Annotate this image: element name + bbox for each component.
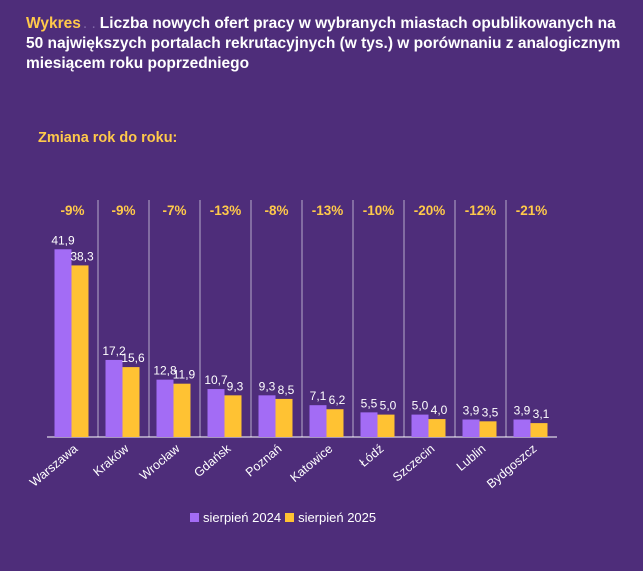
data-label-2025-5: 6,2 — [329, 393, 346, 407]
data-label-2024-3: 10,7 — [204, 373, 228, 387]
bar-2025-6 — [377, 414, 395, 437]
bar-2024-7 — [411, 414, 429, 437]
x-tick-label-4: Poznań — [243, 442, 285, 480]
legend-label-2024: sierpień 2024 — [203, 510, 282, 525]
legend-swatch-2025 — [285, 513, 295, 522]
data-label-2024-5: 7,1 — [310, 389, 327, 403]
legend-item-2024: sierpień 2024 — [190, 510, 281, 525]
bar-2025-0 — [71, 265, 89, 437]
data-label-2025-4: 8,5 — [278, 383, 295, 397]
yoy-change-0: -9% — [60, 203, 84, 218]
data-label-2024-6: 5,5 — [361, 396, 378, 410]
yoy-change-9: -21% — [516, 203, 548, 218]
x-tick-label-9: Bydgoszcz — [484, 442, 539, 492]
bar-2025-4 — [275, 398, 293, 437]
data-label-2024-1: 17,2 — [102, 344, 126, 358]
data-label-2025-7: 4,0 — [431, 403, 448, 417]
bar-2025-7 — [428, 419, 446, 437]
yoy-change-1: -9% — [111, 203, 135, 218]
x-tick-label-2: Wrocław — [137, 441, 183, 483]
legend-swatch-2024 — [190, 513, 199, 522]
bar-2024-4 — [258, 395, 276, 437]
bar-2024-9 — [513, 419, 531, 437]
bar-2024-6 — [360, 412, 378, 437]
yoy-change-3: -13% — [210, 203, 242, 218]
bar-2024-5 — [309, 405, 327, 437]
yoy-change-4: -8% — [264, 203, 288, 218]
yoy-change-8: -12% — [465, 203, 497, 218]
yoy-change-5: -13% — [312, 203, 344, 218]
data-label-2025-8: 3,5 — [482, 405, 499, 419]
data-label-2024-4: 9,3 — [259, 379, 276, 393]
data-label-2024-2: 12,8 — [153, 364, 177, 378]
legend-label-2025: sierpień 2025 — [298, 510, 377, 525]
bar-2024-1 — [105, 359, 123, 437]
yoy-change-6: -10% — [363, 203, 395, 218]
x-tick-label-7: Szczecin — [390, 442, 437, 485]
title-separator: . . — [82, 15, 96, 32]
data-label-2024-7: 5,0 — [412, 399, 429, 413]
data-label-2025-1: 15,6 — [121, 351, 145, 365]
x-tick-label-6: Łódź — [357, 442, 387, 470]
data-label-2025-0: 38,3 — [70, 249, 94, 263]
x-tick-label-5: Katowice — [288, 442, 336, 485]
x-tick-label-3: Gdańsk — [191, 441, 234, 480]
x-tick-label-0: Warszawa — [27, 442, 80, 490]
bar-2025-2 — [173, 383, 191, 437]
yoy-change-2: -7% — [162, 203, 186, 218]
chart-title: Wykres. . Liczba nowych ofert pracy w wyb… — [26, 14, 626, 74]
data-label-2025-6: 5,0 — [380, 399, 397, 413]
yoy-subtitle: Zmiana rok do roku: — [38, 130, 178, 146]
data-label-2024-9: 3,9 — [514, 404, 531, 418]
bar-2025-3 — [224, 395, 242, 437]
bar-2024-8 — [462, 419, 480, 437]
legend-item-2025: sierpień 2025 — [285, 510, 376, 525]
figure-label: Wykres — [26, 15, 81, 32]
data-label-2025-2: 11,9 — [173, 368, 196, 382]
data-label-2024-8: 3,9 — [463, 404, 480, 418]
data-label-2025-9: 3,1 — [533, 407, 550, 421]
bar-2025-8 — [479, 421, 497, 437]
x-tick-label-8: Lublin — [454, 442, 489, 474]
bar-2024-0 — [54, 249, 72, 437]
data-label-2024-0: 41,9 — [51, 233, 75, 247]
yoy-change-7: -20% — [414, 203, 446, 218]
bar-2025-1 — [122, 367, 140, 437]
bar-2025-5 — [326, 409, 344, 437]
bar-2024-3 — [207, 389, 225, 437]
bar-2024-2 — [156, 379, 174, 437]
legend: sierpień 2024 sierpień 2025 — [190, 510, 380, 525]
x-tick-label-1: Kraków — [90, 441, 132, 479]
data-label-2025-3: 9,3 — [227, 379, 244, 393]
bar-2025-9 — [530, 423, 548, 437]
figure-title-text: Liczba nowych ofert pracy w wybranych mi… — [26, 15, 621, 72]
